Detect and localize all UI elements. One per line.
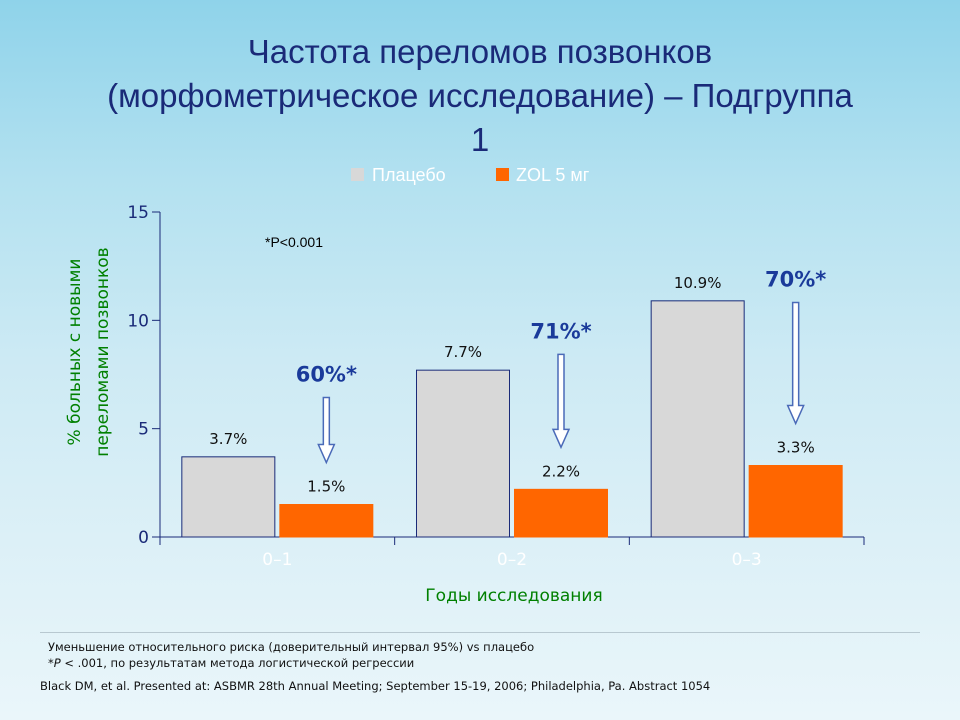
reduction-arrows: 60%* 71%* 70%* xyxy=(296,268,826,465)
footnote-p-symbol: *P xyxy=(48,656,61,670)
reduction-arrow-1 xyxy=(551,353,571,450)
bar-zol-1 xyxy=(514,488,608,538)
y-axis-title: % больных с новыми переломами позвонков xyxy=(65,247,113,456)
data-label-placebo-0: 3.7% xyxy=(209,430,247,448)
footnote: Уменьшение относительного риска (доверит… xyxy=(40,632,920,671)
data-label-placebo-1: 7.7% xyxy=(444,343,482,361)
legend: Плацебо ZOL 5 мг xyxy=(351,165,590,185)
y-axis-title-line-1: % больных с новыми xyxy=(65,259,85,446)
bar-chart: Плацебо ZOL 5 мг % больных с новыми пере… xyxy=(65,165,865,606)
y-ticks: 0 5 10 15 xyxy=(127,203,160,548)
reduction-label-1: 71%* xyxy=(530,319,591,343)
reduction-arrow-0 xyxy=(317,396,336,465)
significance-annotation: *P<0.001 xyxy=(265,234,323,250)
x-axis-title: Годы исследования xyxy=(425,586,602,606)
legend-label-placebo: Плацебо xyxy=(372,165,446,185)
data-label-placebo-2: 10.9% xyxy=(674,274,722,292)
footnote-line-2-text: < .001, по результатам метода логистичес… xyxy=(60,656,415,670)
title-line-2: (морфометрическое исследование) – Подгру… xyxy=(107,77,853,114)
y-tick-label-3: 15 xyxy=(127,203,149,223)
x-ticks: 0–1 0–2 0–3 xyxy=(159,537,865,570)
y-axis-title-line-2: переломами позвонков xyxy=(93,247,113,456)
bar-placebo-2 xyxy=(650,300,745,538)
x-tick-label-0: 0–1 xyxy=(262,550,292,570)
citation: Black DM, et al. Presented at: ASBMR 28t… xyxy=(40,679,711,693)
legend-swatch-placebo xyxy=(351,168,364,181)
y-tick-label-1: 5 xyxy=(138,420,149,440)
reduction-label-0: 60%* xyxy=(296,363,357,387)
data-label-zol-1: 2.2% xyxy=(542,462,580,480)
bars: 3.7% 1.5% 7.7% 2.2% 10.9% 3.3% xyxy=(181,274,843,538)
bar-placebo-0 xyxy=(181,456,276,538)
title-line-1: Частота переломов позвонков xyxy=(247,33,713,70)
legend-swatch-zol xyxy=(496,168,509,181)
footnote-line-2: *P < .001, по результатам метода логисти… xyxy=(40,655,920,671)
data-label-zol-0: 1.5% xyxy=(307,478,345,496)
footnote-line-1: Уменьшение относительного риска (доверит… xyxy=(48,640,535,654)
x-tick-label-1: 0–2 xyxy=(497,550,527,570)
bar-zol-2 xyxy=(748,465,843,538)
title-line-3: 1 xyxy=(470,121,490,158)
y-tick-label-0: 0 xyxy=(138,528,149,548)
y-tick-label-2: 10 xyxy=(127,311,149,331)
bar-placebo-1 xyxy=(416,369,510,538)
slide-title: Частота переломов позвонков (морфометрич… xyxy=(40,30,920,162)
reduction-label-2: 70%* xyxy=(765,268,826,292)
reduction-arrow-2 xyxy=(786,301,805,426)
bar-zol-0 xyxy=(279,504,374,538)
legend-label-zol: ZOL 5 мг xyxy=(516,165,590,185)
data-label-zol-2: 3.3% xyxy=(777,439,815,457)
x-tick-label-2: 0–3 xyxy=(732,550,762,570)
